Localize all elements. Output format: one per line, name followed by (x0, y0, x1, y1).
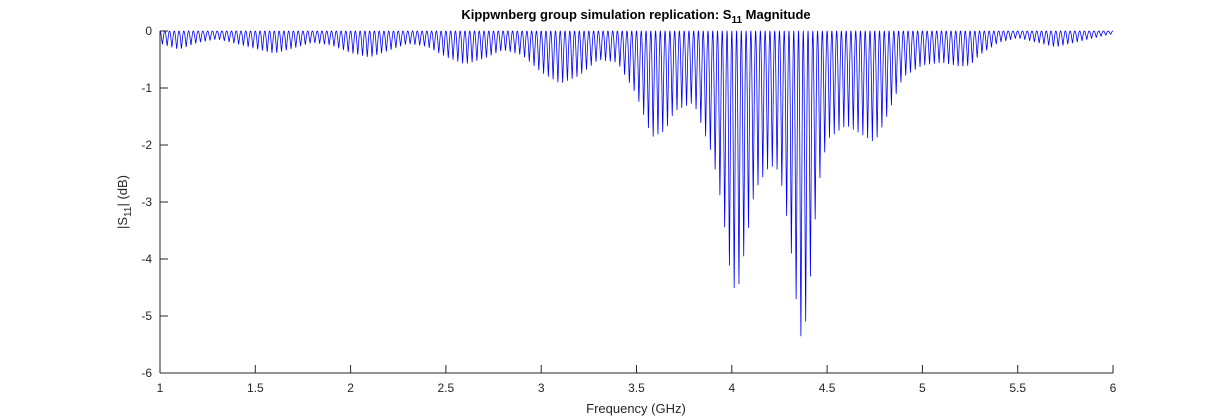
x-tick-label: 1 (157, 381, 164, 395)
y-tick-label: -3 (141, 195, 152, 209)
x-tick-label: 4.5 (819, 381, 836, 395)
x-tick-label: 3.5 (628, 381, 645, 395)
x-tick-label: 1.5 (247, 381, 264, 395)
y-tick-label: -1 (141, 81, 152, 95)
y-tick-label: -6 (141, 366, 152, 380)
x-axis-title: Frequency (GHz) (586, 401, 686, 416)
y-tick-label: -2 (141, 138, 152, 152)
x-tick-label: 2.5 (438, 381, 455, 395)
x-tick-label: 5 (919, 381, 926, 395)
y-axis-ticks: 0 -1 -2 -3 -4 -5 -6 (141, 24, 168, 380)
x-tick-label: 6 (1110, 381, 1117, 395)
y-axis-title: |S11| (dB) (115, 175, 134, 229)
x-tick-label: 4 (728, 381, 735, 395)
y-tick-label: 0 (145, 24, 152, 38)
x-axis-ticks: 1 1.5 2 2.5 3 3.5 4 4.5 5 5.5 6 (157, 365, 1117, 395)
plot-area (160, 31, 1113, 373)
x-tick-label: 2 (347, 381, 354, 395)
x-tick-label: 5.5 (1009, 381, 1026, 395)
y-tick-label: -4 (141, 252, 152, 266)
chart-title: Kippwnberg group simulation replication:… (461, 7, 810, 26)
y-tick-label: -5 (141, 309, 152, 323)
series-line-s11 (159, 30, 1114, 337)
x-tick-label: 3 (538, 381, 545, 395)
series-layer (159, 30, 1114, 337)
